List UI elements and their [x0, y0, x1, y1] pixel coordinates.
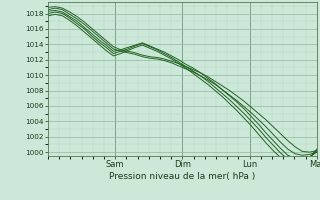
X-axis label: Pression niveau de la mer( hPa ): Pression niveau de la mer( hPa ) — [109, 172, 256, 181]
